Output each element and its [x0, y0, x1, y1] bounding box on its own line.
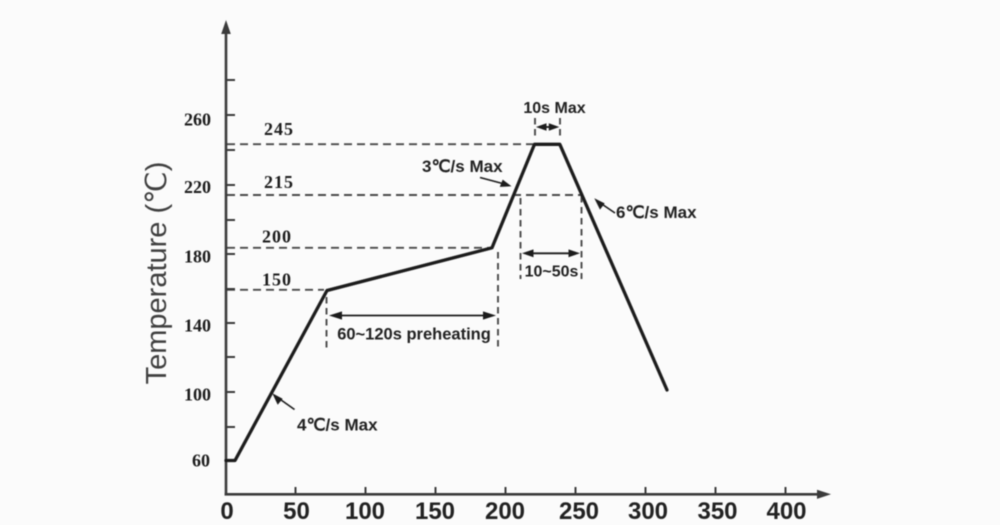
- svg-text:150: 150: [262, 270, 292, 290]
- svg-text:140: 140: [184, 316, 211, 336]
- svg-text:60: 60: [192, 451, 210, 471]
- svg-text:350: 350: [697, 498, 737, 525]
- svg-text:300: 300: [628, 498, 668, 525]
- svg-text:50: 50: [283, 498, 310, 525]
- svg-text:260: 260: [184, 110, 211, 130]
- svg-text:200: 200: [485, 498, 525, 525]
- svg-text:215: 215: [264, 172, 294, 192]
- svg-text:150: 150: [415, 498, 455, 525]
- svg-text:100: 100: [184, 385, 211, 405]
- svg-text:220: 220: [184, 177, 211, 197]
- svg-text:100: 100: [345, 498, 385, 525]
- svg-text:Temperature (℃): Temperature (℃): [141, 162, 173, 385]
- svg-text:250: 250: [559, 498, 599, 525]
- svg-text:3℃/s Max: 3℃/s Max: [422, 157, 503, 176]
- svg-text:4℃/s Max: 4℃/s Max: [297, 416, 378, 435]
- svg-text:10~50s: 10~50s: [525, 264, 579, 281]
- svg-text:10s Max: 10s Max: [523, 100, 585, 117]
- svg-text:245: 245: [264, 119, 294, 139]
- svg-text:200: 200: [262, 227, 292, 247]
- svg-text:0: 0: [220, 498, 233, 525]
- svg-text:60~120s preheating: 60~120s preheating: [337, 326, 491, 344]
- svg-text:6℃/s Max: 6℃/s Max: [616, 203, 697, 222]
- svg-text:400: 400: [766, 498, 806, 525]
- svg-text:180: 180: [184, 247, 211, 267]
